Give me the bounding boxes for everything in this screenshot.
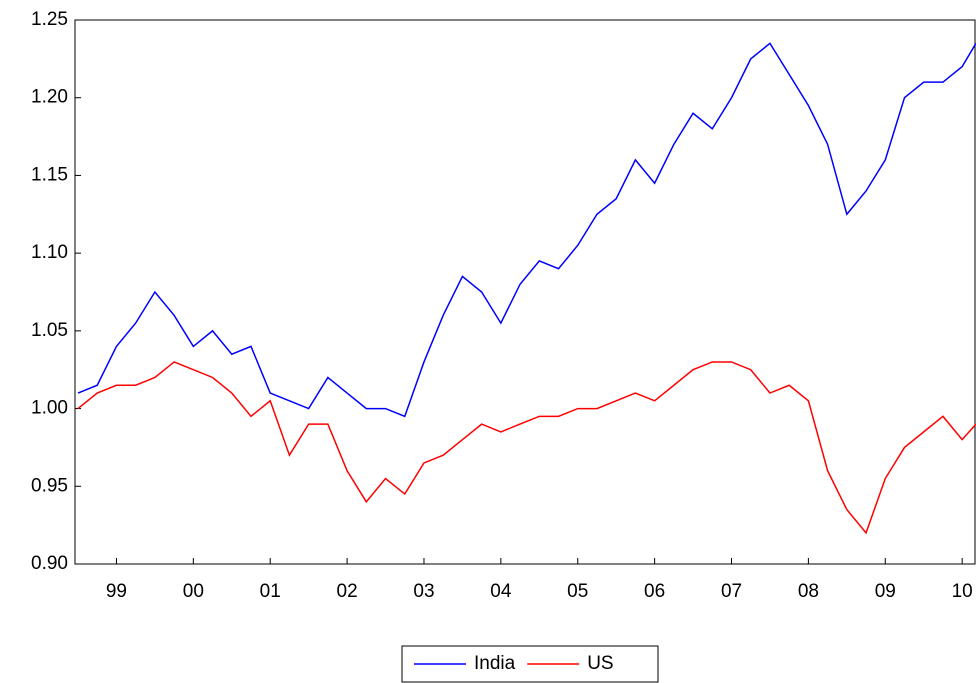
y-tick-label: 1.20 bbox=[31, 87, 68, 108]
plot-frame bbox=[74, 19, 976, 565]
y-tick-label: 1.10 bbox=[31, 242, 68, 263]
x-tick-label: 07 bbox=[721, 581, 742, 602]
y-tick-label: 1.00 bbox=[31, 398, 68, 419]
x-tick-label: 02 bbox=[337, 581, 358, 602]
line-series bbox=[77, 361, 976, 535]
x-tick-label: 00 bbox=[183, 581, 204, 602]
x-tick-label: 03 bbox=[413, 581, 434, 602]
y-tick-label: 1.05 bbox=[31, 320, 68, 341]
y-tick-label: 1.15 bbox=[31, 164, 68, 185]
y-tick-label: 0.95 bbox=[31, 475, 68, 496]
y-tick-label: 0.90 bbox=[31, 553, 68, 574]
y-tick-label: 1.25 bbox=[31, 9, 68, 30]
legend-label: India bbox=[474, 653, 516, 674]
x-tick-label: 01 bbox=[260, 581, 281, 602]
line-series bbox=[77, 42, 976, 418]
x-tick-label: 08 bbox=[798, 581, 819, 602]
x-tick-label: 06 bbox=[644, 581, 665, 602]
x-tick-label: 10 bbox=[952, 581, 973, 602]
x-tick-label: 09 bbox=[875, 581, 896, 602]
legend-label: US bbox=[587, 653, 613, 674]
x-tick-label: 05 bbox=[567, 581, 588, 602]
x-tick-label: 99 bbox=[106, 581, 127, 602]
x-tick-label: 04 bbox=[490, 581, 512, 602]
